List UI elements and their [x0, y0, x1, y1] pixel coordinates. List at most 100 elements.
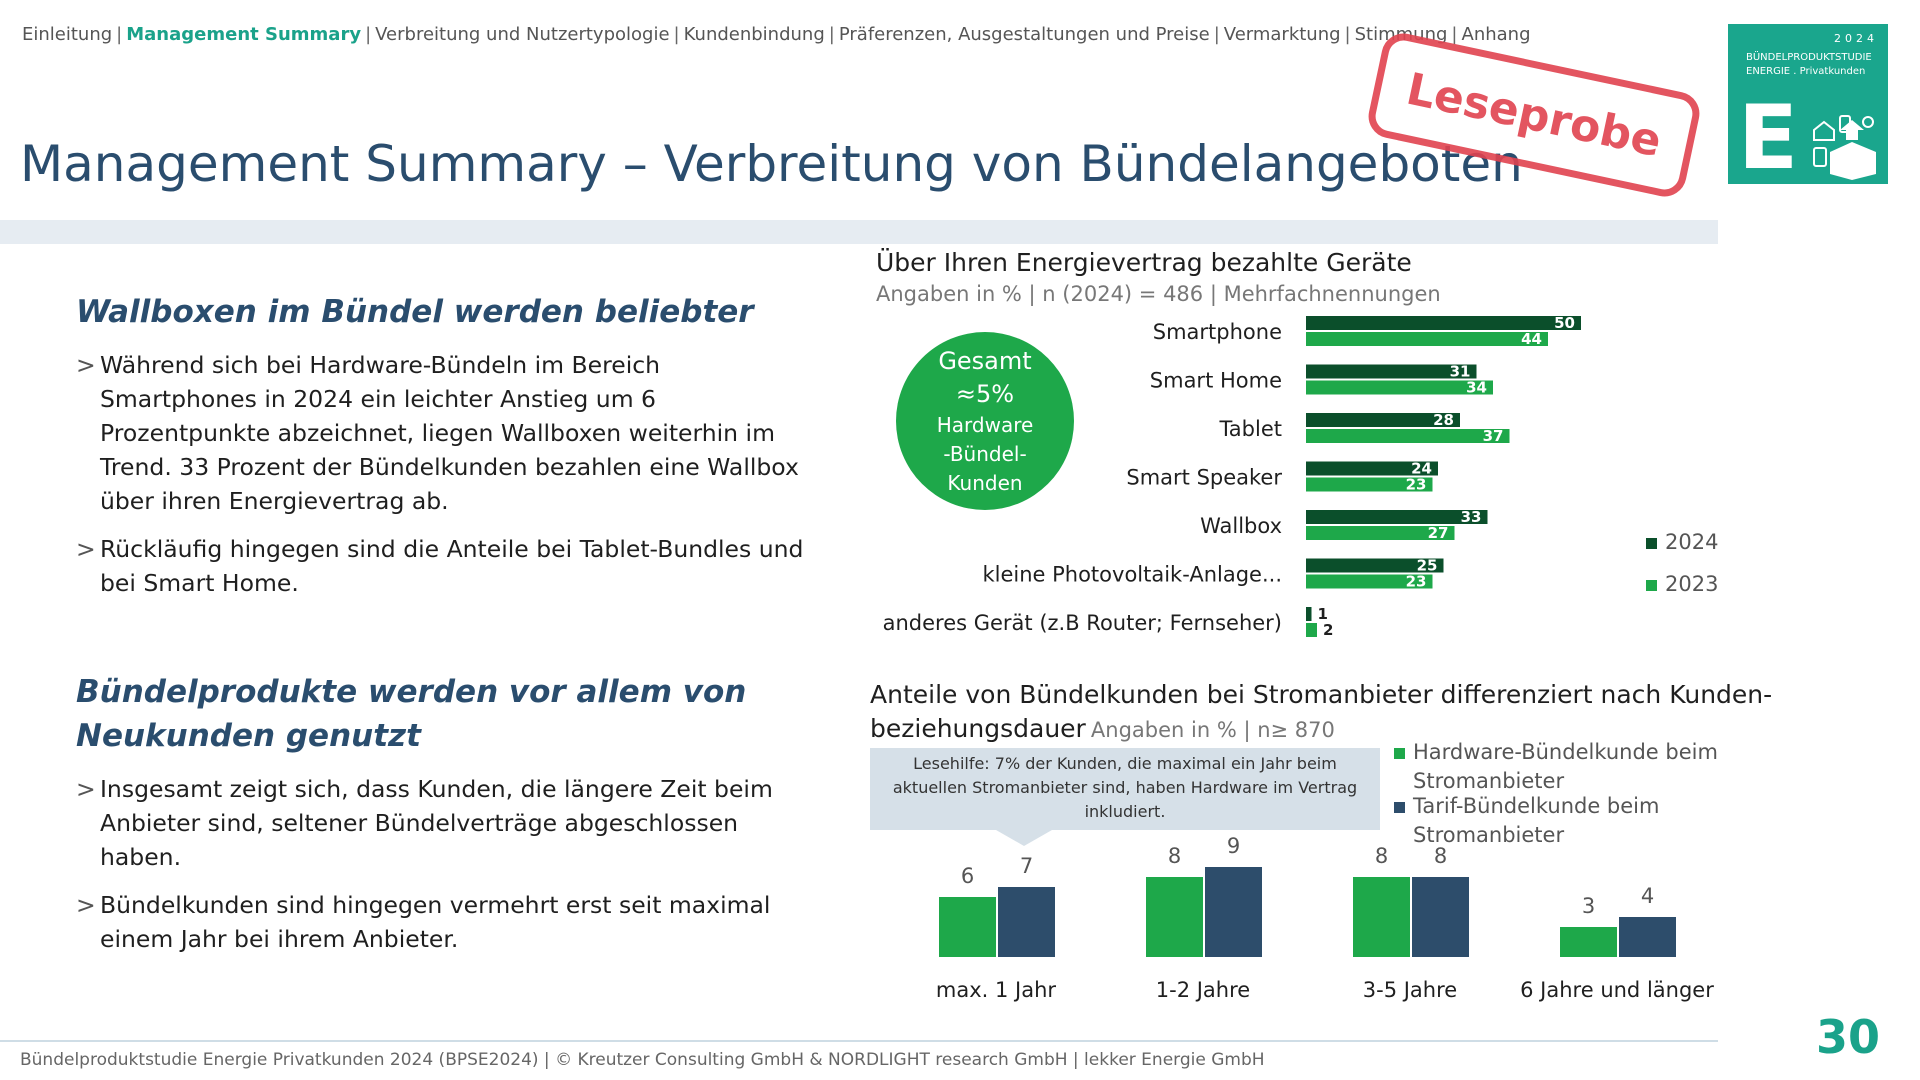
nav-item-vermarktung[interactable]: Vermarktung	[1223, 24, 1341, 45]
reading-aid-line2: aktuellen Stromanbieter sind, haben Hard…	[892, 778, 1358, 797]
bar-2023	[1306, 332, 1548, 346]
nav-separator: |	[673, 24, 680, 45]
bullet-text: Insgesamt zeigt sich, dass Kunden, die l…	[100, 775, 773, 871]
circle-line3: Hardware	[936, 412, 1034, 437]
logo-year: 2024	[1834, 32, 1878, 45]
data-label: 7	[1020, 854, 1033, 878]
category-label: 6 Jahre und länger	[1520, 978, 1714, 1002]
nav-item-anhang[interactable]: Anhang	[1461, 24, 1531, 45]
nav-separator: |	[828, 24, 835, 45]
data-label: 33	[1461, 508, 1482, 526]
data-label: 1	[1318, 605, 1328, 623]
data-label: 3	[1582, 894, 1595, 918]
nav-separator: |	[1451, 24, 1458, 45]
page-title: Management Summary – Verbreitung von Bün…	[20, 135, 1523, 193]
legend-label: 2024	[1665, 530, 1719, 554]
data-label: 27	[1428, 524, 1449, 542]
nav-item-kundenbindung[interactable]: Kundenbindung	[683, 24, 825, 45]
category-label: kleine Photovoltaik-Anlage...	[982, 563, 1282, 587]
nav-separator: |	[365, 24, 372, 45]
category-label: max. 1 Jahr	[936, 978, 1057, 1002]
nav-item-management-summary[interactable]: Management Summary	[126, 24, 362, 45]
nav-separator: |	[1213, 24, 1220, 45]
bar-2023	[1306, 574, 1433, 589]
bullet-marker: >	[76, 891, 96, 919]
logo-devices-icon	[1813, 115, 1876, 180]
legend-swatch	[1646, 579, 1657, 591]
data-label: 6	[961, 864, 974, 888]
bullet-item: > Bündelkunden sind hingegen vermehrt ers…	[76, 888, 816, 956]
data-label: 9	[1227, 834, 1240, 858]
logo-line2: ENERGIE . Privatkunden	[1746, 66, 1866, 77]
bullet-marker: >	[76, 535, 96, 563]
bullet-item: > Insgesamt zeigt sich, dass Kunden, die …	[76, 772, 816, 874]
legend-swatch	[1646, 537, 1657, 549]
data-label: 4	[1641, 884, 1654, 908]
data-label: 25	[1417, 557, 1438, 575]
section-heading-line2: Neukunden genutzt	[76, 718, 421, 754]
circle-line1: Gesamt	[938, 346, 1032, 375]
footer-rule	[0, 1040, 1718, 1042]
category-label: Smart Home	[1150, 369, 1282, 393]
legend-label: Tarif-Bündelkunde beim	[1413, 794, 1660, 818]
bullet-text: Während sich bei Hardware-Bündeln im Ber…	[100, 351, 799, 515]
nav-item-stimmung[interactable]: Stimmung	[1354, 24, 1448, 45]
section-heading: Wallboxen im Bündel werden beliebter	[76, 294, 754, 330]
bar-2024	[1306, 461, 1438, 476]
logo-letter: E	[1738, 86, 1799, 189]
bullet-text: Rückläufig hingegen sind die Anteile bei…	[100, 535, 804, 597]
section-heading-line1: Bündelprodukte werden vor allem von	[76, 674, 747, 710]
bar-2023	[1306, 477, 1433, 492]
bar-2024	[1306, 510, 1488, 524]
bar-hardware	[1146, 877, 1203, 957]
legend-swatch	[1394, 747, 1405, 759]
category-label: Smart Speaker	[1126, 466, 1282, 490]
bar-2023	[1306, 380, 1493, 395]
bullet-item: > Während sich bei Hardware-Bündeln im Be…	[76, 348, 816, 518]
nav-item-verbreitung[interactable]: Verbreitung und Nutzertypologie	[375, 24, 670, 45]
nav-item-einleitung[interactable]: Einleitung	[22, 24, 113, 45]
section-wallboxen: Wallboxen im Bündel werden beliebter > Wä…	[76, 290, 816, 614]
data-label: 8	[1168, 844, 1181, 868]
data-label: 37	[1483, 427, 1504, 445]
chart2-title-row2: beziehungsdauer Angaben in % | n≥ 870	[870, 714, 1335, 743]
bar-2024	[1306, 607, 1312, 621]
category-label: Wallbox	[1200, 514, 1282, 538]
category-label: Tablet	[1218, 417, 1282, 441]
category-label: 3-5 Jahre	[1363, 978, 1457, 1002]
data-label: 44	[1521, 330, 1542, 348]
legend-label-cont: Stromanbieter	[1413, 769, 1565, 793]
nav-item-praeferenzen[interactable]: Präferenzen, Ausgestaltungen und Preise	[838, 24, 1210, 45]
legend-swatch	[1394, 801, 1405, 813]
chart1-subtitle: Angaben in % | n (2024) = 486 | Mehrfach…	[876, 282, 1441, 306]
chart1-legend-2024: 2024	[1646, 530, 1718, 554]
chart1-legend-2023: 2023	[1646, 572, 1718, 596]
bar-tarif	[1619, 917, 1676, 957]
bar-tarif	[1412, 877, 1469, 957]
data-label: 23	[1406, 573, 1427, 591]
data-label: 23	[1406, 476, 1427, 494]
data-label: 2	[1323, 621, 1333, 639]
bar-2023	[1306, 526, 1455, 540]
legend-label: 2023	[1665, 572, 1719, 596]
bar-tarif	[998, 887, 1055, 957]
data-label: 8	[1375, 844, 1388, 868]
bar-2024	[1306, 413, 1460, 427]
chart2-title: Anteile von Bündelkunden bei Stromanbiet…	[870, 680, 1773, 709]
summary-circle: Gesamt ≈5% Hardware -Bündel- Kunden	[896, 332, 1074, 510]
circle-line5: Kunden	[947, 470, 1023, 495]
chart2-subtitle: Angaben in % | n≥ 870	[1090, 718, 1335, 742]
data-label: 24	[1411, 460, 1432, 478]
chart2-legend-hardware: Hardware-Bündelkunde beim Stromanbieter	[1394, 738, 1718, 796]
data-label: 31	[1450, 363, 1471, 381]
callout-pointer	[996, 830, 1052, 846]
chart2-title-line2: beziehungsdauer	[870, 714, 1086, 743]
bar-2024	[1306, 316, 1581, 330]
bar-2024	[1306, 364, 1477, 379]
circle-line4: -Bündel-	[943, 441, 1027, 466]
data-label: 28	[1433, 411, 1454, 429]
data-label: 50	[1554, 314, 1575, 332]
nav-separator: |	[1344, 24, 1351, 45]
category-label: 1-2 Jahre	[1156, 978, 1250, 1002]
category-label: Smartphone	[1153, 320, 1282, 344]
